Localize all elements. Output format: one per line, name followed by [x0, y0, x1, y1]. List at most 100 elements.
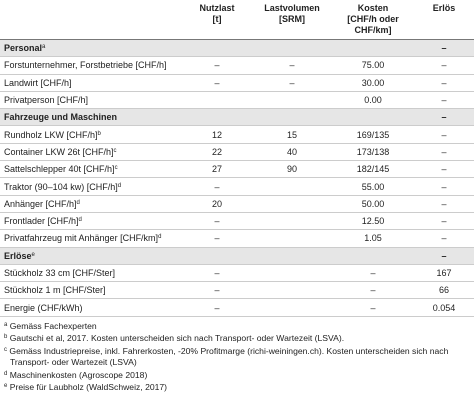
row-label: Privatperson [CHF/h] [0, 91, 182, 110]
data-row: Forstunternehmer, Forstbetriebe [CHF/h] –… [0, 56, 474, 75]
cell-text: – [441, 198, 447, 209]
cell-text: 90 [286, 164, 297, 175]
cell [182, 247, 252, 265]
label-text: Sattelschlepper 40t [CHF/h] [4, 164, 115, 175]
cell-text: – [289, 60, 295, 71]
footnote: c Gemäss Industriepreise, inkl. Fahrerko… [4, 345, 470, 369]
cell [182, 108, 252, 127]
label-text: Frontlader [CHF/h] [4, 216, 79, 227]
cell-text: – [441, 43, 447, 54]
cell-text: – [214, 233, 220, 244]
cell: 1.05 [332, 229, 414, 248]
data-row: Traktor (90–104 kw) [CHF/h]d – 55.00 – [0, 177, 474, 196]
data-row: Privatperson [CHF/h] 0.00 – [0, 91, 474, 110]
label-text: Privatperson [CHF/h] [4, 95, 89, 106]
section-row: Erlösee – [0, 247, 474, 265]
footnote-mark: c [4, 346, 7, 353]
cell-text: 173/138 [356, 146, 390, 157]
cell-text: 169/135 [356, 129, 390, 140]
cell-text: 75.00 [361, 60, 385, 71]
cell: – [414, 39, 474, 58]
cell: – [182, 177, 252, 196]
label-text: Stückholz 33 cm [CHF/Ster] [4, 268, 116, 278]
cell [182, 91, 252, 110]
cell [252, 212, 332, 231]
cell-text: – [370, 285, 376, 296]
footnote: a Gemäss Fachexperten [4, 320, 470, 333]
cell [252, 39, 332, 58]
cell-text: – [441, 164, 447, 175]
row-label: Fahrzeuge und Maschinen [0, 108, 182, 127]
header-cell [0, 0, 182, 40]
header-text: Erlös [432, 3, 456, 13]
data-row: Privatfahrzeug mit Anhänger [CHF/km]d – 1.… [0, 229, 474, 248]
cell: 40 [252, 143, 332, 162]
cell [252, 108, 332, 127]
footnote-text: Maschinenkosten (Agroscope 2018) [9, 369, 148, 380]
data-row: Rundholz LKW [CHF/h]b 12 15 169/135 – [0, 125, 474, 144]
footnote-text: Gautschi et al, 2017. Kosten unterscheid… [9, 333, 345, 344]
cell: – [182, 298, 252, 317]
header-text: Kosten [357, 3, 389, 13]
header-cell: Lastvolumen [SRM] [252, 0, 332, 40]
footnote-ref: a [42, 44, 46, 51]
cell [182, 39, 252, 58]
footnote-text: Gemäss Industriepreise, inkl. Fahrerkost… [9, 345, 449, 368]
footnote-ref: b [97, 130, 101, 137]
cell: – [182, 281, 252, 300]
cell: – [182, 264, 252, 283]
header-text: Nutzlast [199, 3, 235, 13]
row-label: Traktor (90–104 kw) [CHF/h]d [0, 177, 182, 196]
cell: 173/138 [332, 143, 414, 162]
footnote-ref: d [76, 199, 80, 206]
row-label: Erlösee [0, 247, 182, 265]
cell-text: – [441, 233, 447, 244]
table: Nutzlast [t] Lastvolumen [SRM] Kosten [CHF/h … [0, 0, 474, 317]
row-label: Landwirt [CHF/h] [0, 74, 182, 92]
cell-text: 0.00 [364, 95, 382, 106]
cell-text: – [441, 146, 447, 157]
section-row: Personala – [0, 39, 474, 58]
cell-text: – [441, 60, 447, 71]
data-row: Stückholz 33 cm [CHF/Ster] – – 167 [0, 264, 474, 283]
table-body: Personala – Forstunternehmer, Forstbetrieb… [0, 39, 474, 317]
label-text: Container LKW 26t [CHF/h] [4, 146, 114, 157]
cell [252, 91, 332, 110]
cell-text: 12.50 [361, 216, 385, 227]
cell: 75.00 [332, 56, 414, 75]
cell [252, 229, 332, 248]
cell-text: 22 [211, 146, 222, 157]
cell-text: – [441, 181, 447, 192]
label-text: Erlöse [4, 250, 32, 261]
cell: 169/135 [332, 125, 414, 144]
section-row: Fahrzeuge und Maschinen – [0, 108, 474, 127]
cell [252, 177, 332, 196]
row-label: Rundholz LKW [CHF/h]b [0, 125, 182, 144]
header-text: [SRM] [279, 14, 305, 24]
cell-text: 55.00 [361, 181, 385, 192]
footnote: e Preise für Laubholz (WaldSchweiz, 2017… [4, 381, 470, 394]
cell: – [414, 212, 474, 231]
cell-text: 50.00 [361, 198, 385, 209]
cell: 15 [252, 125, 332, 144]
cell: – [332, 264, 414, 283]
footnote-ref: d [117, 182, 122, 189]
label-text: Rundholz LKW [CHF/h] [4, 129, 98, 140]
row-label: Stückholz 33 cm [CHF/Ster] [0, 264, 182, 283]
cell [252, 264, 332, 283]
cell-text: 40 [286, 146, 297, 157]
header-text: [CHF/h oder [347, 14, 399, 24]
cell: – [414, 91, 474, 110]
cell-text: – [370, 268, 376, 278]
cell: – [414, 229, 474, 248]
label-text: Stückholz 1 m [CHF/Ster] [4, 285, 106, 296]
row-label: Energie (CHF/kWh) [0, 298, 182, 317]
cell: 66 [414, 281, 474, 300]
footnote-text: Preise für Laubholz (WaldSchweiz, 2017) [9, 382, 168, 393]
data-row: Container LKW 26t [CHF/h]c 22 40 173/138 – [0, 143, 474, 162]
cell-text: – [214, 285, 220, 296]
footnote-ref: d [78, 217, 82, 224]
cell [332, 39, 414, 58]
cell: – [414, 247, 474, 265]
